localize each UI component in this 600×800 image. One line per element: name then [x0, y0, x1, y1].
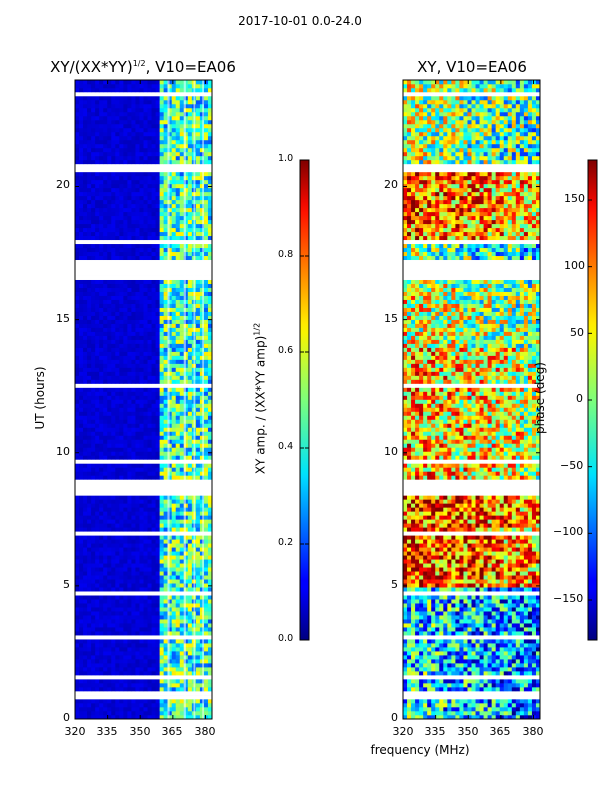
phase-colorbar-tick-label: −150 [553, 592, 584, 605]
amplitude-xtick-label: 380 [194, 725, 216, 738]
phase-colorbar-label: phase (deg) [533, 362, 547, 435]
amplitude-xtick-label: 320 [64, 725, 86, 738]
phase-ytick-label: 20 [384, 178, 398, 191]
amplitude-ytick-label: 20 [56, 178, 70, 191]
amplitude-xtick-label: 350 [129, 725, 151, 738]
phase-colorbar-tick-label: 150 [564, 192, 585, 205]
phase-xtick-label: 380 [522, 725, 544, 738]
phase-colorbar-tick-label: −50 [560, 459, 584, 472]
phase-ytick-label: 5 [391, 578, 398, 591]
amplitude-colorbar [299, 159, 310, 641]
amplitude-xtick-label: 335 [96, 725, 118, 738]
phase-heatmap-frame [402, 79, 541, 720]
phase-ytick-label: 0 [391, 711, 398, 724]
y-axis-label: UT (hours) [33, 366, 47, 430]
phase-xtick-label: 335 [424, 725, 446, 738]
amplitude-colorbar-tick-label: 0.8 [278, 249, 294, 260]
amplitude-ytick-label: 15 [56, 312, 70, 325]
phase-colorbar-ticks [588, 199, 592, 601]
phase-ytick-label: 10 [384, 445, 398, 458]
amplitude-ytick-label: 5 [63, 578, 70, 591]
phase-xtick-label: 320 [392, 725, 414, 738]
amplitude-ytick-label: 0 [63, 711, 70, 724]
amplitude-xtick-label: 365 [161, 725, 183, 738]
amplitude-colorbar-tick-label: 0.4 [278, 441, 294, 452]
amplitude-colorbar-tick-label: 0.6 [278, 345, 294, 356]
amplitude-heatmap [75, 80, 212, 719]
phase-panel-title: XY, V10=EA06 [417, 58, 527, 76]
amplitude-colorbar-ticks [300, 159, 309, 641]
phase-colorbar-tick-label: 100 [564, 259, 585, 272]
amplitude-panel-title: XY/(XX*YY)1/2, V10=EA06 [50, 58, 236, 76]
figure-title: 2017-10-01 0.0-24.0 [238, 14, 362, 28]
phase-ytick-label: 15 [384, 312, 398, 325]
amplitude-colorbar-tick-label: 1.0 [278, 153, 294, 164]
amplitude-axis-ticks [74, 80, 212, 720]
amplitude-ytick-label: 10 [56, 445, 70, 458]
amplitude-colorbar-tick-label: 0.2 [278, 537, 294, 548]
phase-heatmap [403, 80, 540, 719]
phase-xtick-label: 365 [489, 725, 511, 738]
x-axis-label: frequency (MHz) [370, 743, 470, 757]
amplitude-colorbar-tick-label: 0.0 [278, 633, 294, 644]
phase-colorbar-tick-label: 50 [570, 326, 584, 339]
phase-xtick-label: 350 [457, 725, 479, 738]
phase-colorbar-tick-label: 0 [576, 392, 583, 405]
phase-axis-ticks [402, 80, 540, 720]
phase-colorbar-tick-label: −100 [553, 525, 584, 538]
amplitude-heatmap-frame [74, 79, 213, 720]
amplitude-colorbar-label: XY amp. / (XX*YY amp)1/2 [252, 322, 268, 475]
